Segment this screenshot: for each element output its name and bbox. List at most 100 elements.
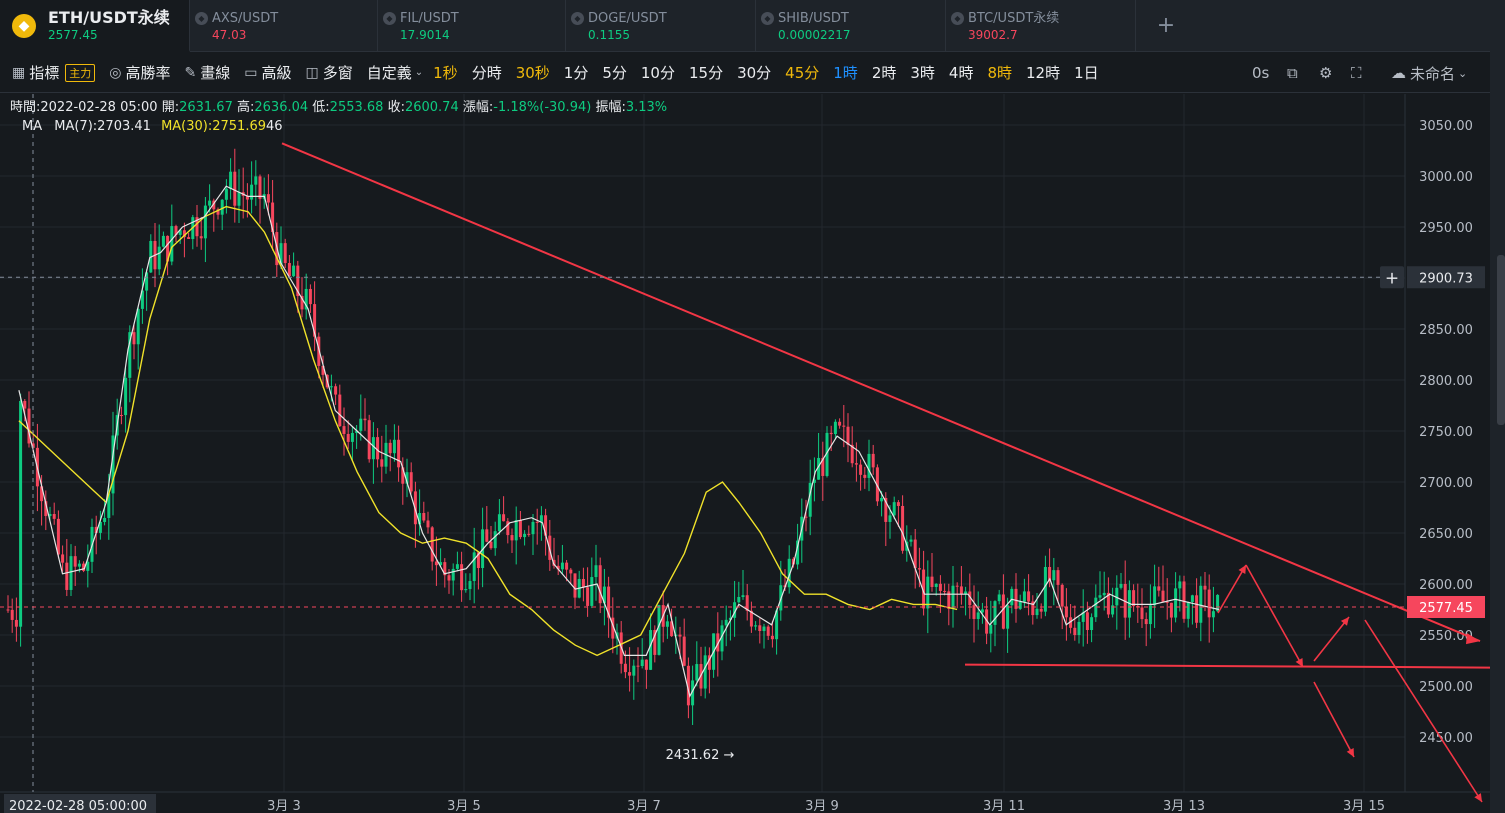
candle-body [1157,586,1161,591]
x-tick-label: 3月 5 [447,799,481,813]
candle-body [531,521,535,535]
interval-option[interactable]: 10分 [640,64,675,82]
candle-body [77,563,81,567]
chevron-down-icon: ⌄ [414,67,424,78]
candle-body [128,332,132,378]
interval-option[interactable]: 30秒 [515,64,550,82]
indicator-icon: ▦ [12,64,26,81]
interval-option[interactable]: 8時 [987,64,1012,82]
interval-option[interactable]: 4時 [948,64,974,82]
candle-body [842,425,846,427]
candle-body [1182,581,1186,619]
candle-body [443,562,447,576]
candle-body [644,659,648,670]
candle-body [136,308,140,345]
fullscreen-icon[interactable]: ⛶ [1351,64,1362,82]
interval-option[interactable]: 12時 [1026,64,1061,82]
candle-body [821,457,825,476]
candle-body [203,205,207,239]
interval-option[interactable]: 30分 [737,64,772,82]
candle-body [544,515,548,536]
projection-arrow [1217,564,1247,614]
indicators-button[interactable]: ▦ 指標 主力 [12,62,96,83]
candle-body [254,176,258,185]
interval-option[interactable]: 1秒 [433,64,458,82]
candle-body [1199,585,1203,623]
ma-legend: MA MA(7):2703.41 MA(30):2751.6946 [22,119,283,134]
ma-label[interactable]: MA [22,119,43,134]
win-rate-button[interactable]: ◎ 高勝率 [109,62,170,83]
interval-option[interactable]: 1日 [1074,64,1099,82]
tab-symbol: FIL/USDT [400,10,459,26]
candle-body [94,526,98,533]
multi-window-button[interactable]: ◫ 多窗 [305,62,352,83]
candle-body [350,432,354,442]
interval-option[interactable]: 5分 [602,64,627,82]
candle-body [569,569,573,574]
candle-body [1161,590,1165,602]
candle-body [1060,584,1064,607]
symbol-tab[interactable]: ◆ FIL/USDT 17.9014 [378,0,566,52]
candle-body [279,243,283,266]
custom-interval-dropdown[interactable]: 自定義 ⌄ [367,62,427,83]
candle-body [875,467,879,502]
interval-option[interactable]: 分時 [471,64,502,82]
candle-body [653,630,657,655]
symbol-tab[interactable]: ◆ AXS/USDT 47.03 [190,0,378,52]
candle-body [313,304,317,337]
candle-body [590,577,594,606]
coin-icon: ◆ [951,12,964,25]
symbol-tab[interactable]: ◆ ETH/USDT永续 2577.45 [0,0,190,52]
scrollbar-thumb[interactable] [1497,255,1505,425]
candle-body [86,561,90,571]
candle-body [178,230,182,235]
interval-option[interactable]: 15分 [688,64,724,82]
candle-body [527,533,531,535]
interval-option[interactable]: 1時 [833,64,858,82]
add-tab-icon[interactable]: + [1156,13,1176,38]
candle-body [69,556,73,590]
candle-body [502,514,506,522]
symbol-tab[interactable]: ◆ SHIB/USDT 0.00002217 [756,0,946,52]
cloud-layout-dropdown[interactable]: ☁ 未命名 ⌄ [1391,53,1467,93]
candle-body [460,564,464,591]
candle-body [426,520,430,528]
candle-body [951,585,955,609]
settings-icon[interactable]: ⚙ [1319,64,1333,82]
candle-body [363,418,367,421]
advanced-button[interactable]: ▭ 高級 [244,62,291,83]
candle-body [1098,595,1102,598]
candle-body [787,558,791,588]
candle-body [1052,570,1056,581]
symbol-tab[interactable]: ◆ DOGE/USDT 0.1155 [566,0,756,52]
candle-body [82,563,86,571]
candle-body [224,188,228,200]
symbol-tab[interactable]: ◆ BTC/USDT永续 39002.7 [946,0,1136,52]
interval-option[interactable]: 45分 [785,64,820,82]
candle-body [947,591,951,609]
candle-body [678,634,682,637]
candle-body [1006,605,1010,629]
candle-body [556,565,560,570]
price-chart[interactable]: 3050.003000.002950.002900.002850.002800.… [0,94,1490,813]
y-tick-label: 2850.00 [1419,323,1473,338]
y-tick-label: 2650.00 [1419,527,1473,542]
tab-price: 2577.45 [48,27,98,42]
grid-icon: ◫ [305,64,319,81]
snapshot-icon[interactable]: ⧉ [1287,64,1298,82]
interval-option[interactable]: 2時 [871,64,897,82]
candle-body [380,459,384,467]
candle-body [61,554,65,563]
candle-body [65,562,69,590]
projection-arrow [1313,681,1355,758]
candle-body [1174,588,1178,618]
chart-canvas[interactable]: 3050.003000.002950.002900.002850.002800.… [0,94,1490,813]
draw-button[interactable]: ✎ 畫線 [184,62,230,83]
candle-body [1140,607,1144,620]
candle-body [271,202,275,233]
candle-body [926,576,930,609]
interval-option[interactable]: 3時 [910,64,935,82]
x-tick-label: 3月 3 [267,799,301,813]
x-tick-label: 3月 9 [805,799,839,813]
interval-option[interactable]: 1分 [563,64,589,82]
